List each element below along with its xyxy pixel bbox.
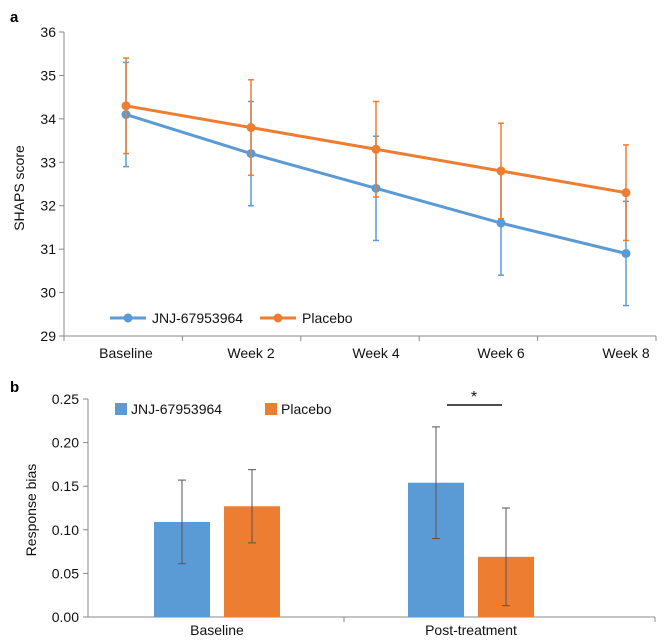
- panel-b-y-tick-label: 0.05: [52, 565, 79, 581]
- panel-a-line-chart: 29 30 31 32 33 34 35 36 Baseline Week 2 Week 4 Week…: [40, 24, 657, 361]
- panel-a-y-axis-title: SHAPS score: [11, 145, 27, 231]
- data-point-placebo: [246, 123, 256, 133]
- legend-label-placebo: Placebo: [281, 401, 332, 417]
- panel-b-y-tick-label: 0.25: [52, 391, 79, 407]
- panel-b-x-tick-label: Post-treatment: [425, 622, 517, 638]
- panel-a-x-tick-label: Baseline: [99, 345, 153, 361]
- panel-a-y-tick-label: 29: [40, 328, 56, 344]
- panel-b-y-tick-label: 0.00: [52, 609, 79, 625]
- panel-a-y-tick-label: 36: [40, 24, 56, 40]
- data-point-jnj-67953964: [496, 218, 506, 228]
- panel-b-y-tick-label: 0.10: [52, 522, 79, 538]
- panel-b-bar-chart: 0.00 0.05 0.10 0.15 0.20 0.25 Baseline Post-tre…: [52, 389, 656, 638]
- panel-a-y-tick-label: 33: [40, 154, 56, 170]
- panel-a-x-tick-label: Week 8: [602, 345, 649, 361]
- panel-a-y-tick-label: 34: [40, 111, 56, 127]
- panel-b-y-axis-title: Response bias: [23, 464, 39, 557]
- panel-b-label: b: [10, 379, 19, 396]
- data-point-placebo: [621, 188, 631, 198]
- legend-swatch-placebo: [265, 403, 277, 415]
- legend-label-placebo: Placebo: [302, 310, 353, 326]
- legend-label-jnj-67953964: JNJ-67953964: [152, 310, 243, 326]
- data-point-placebo: [121, 101, 131, 111]
- panel-a-y-tick-label: 31: [40, 241, 56, 257]
- panel-a-y-tick-label: 32: [40, 198, 56, 214]
- legend-swatch-jnj-67953964: [115, 403, 127, 415]
- legend-marker-jnj-67953964: [123, 313, 133, 323]
- panel-a-x-tick-label: Week 6: [477, 345, 524, 361]
- data-point-placebo: [371, 144, 381, 154]
- significance-asterisk: *: [471, 389, 477, 406]
- data-point-jnj-67953964: [621, 248, 631, 258]
- panel-a-x-tick-label: Week 4: [352, 345, 399, 361]
- panel-a-label: a: [10, 9, 19, 26]
- panel-b-y-tick-label: 0.15: [52, 478, 79, 494]
- panel-a-y-tick-label: 35: [40, 67, 56, 83]
- legend-marker-placebo: [273, 313, 283, 323]
- data-point-placebo: [496, 166, 506, 176]
- panel-a-y-tick-label: 30: [40, 285, 56, 301]
- panel-b-y-tick-label: 0.20: [52, 435, 79, 451]
- panel-b-x-tick-label: Baseline: [190, 622, 244, 638]
- legend-label-jnj-67953964: JNJ-67953964: [131, 401, 222, 417]
- panel-a-x-tick-label: Week 2: [227, 345, 274, 361]
